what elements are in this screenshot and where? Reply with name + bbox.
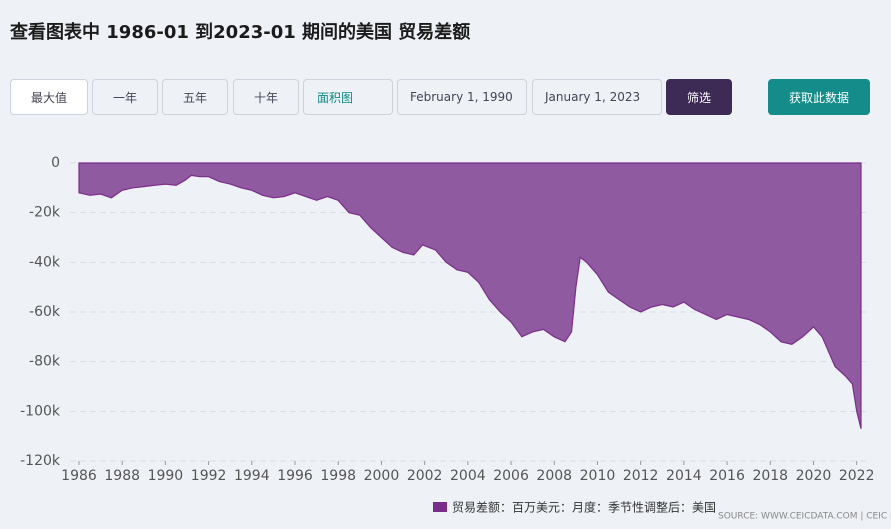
legend-swatch — [433, 502, 447, 512]
x-tick-label: 1994 — [234, 468, 270, 484]
x-tick-label: 1996 — [277, 468, 313, 484]
range-button[interactable]: 十年 — [233, 79, 299, 115]
x-tick-label: 2002 — [407, 468, 443, 484]
range-button[interactable]: 一年 — [92, 79, 158, 115]
range-button[interactable]: 五年 — [162, 79, 228, 115]
chart-kind-select[interactable]: 面积图 — [303, 79, 393, 115]
end-date[interactable]: January 1, 2023 — [532, 79, 662, 115]
range-button[interactable]: 最大值 — [10, 79, 88, 115]
x-tick-label: 1998 — [320, 468, 356, 484]
x-tick-label: 1986 — [61, 468, 97, 484]
x-tick-label: 2010 — [580, 468, 616, 484]
y-tick-label: -80k — [29, 354, 61, 370]
x-tick-label: 1992 — [191, 468, 227, 484]
x-tick-label: 2006 — [493, 468, 529, 484]
x-tick-label: 2014 — [666, 468, 702, 484]
x-tick-label: 1988 — [104, 468, 140, 484]
y-tick-label: -20k — [29, 205, 61, 221]
y-tick-label: 0 — [51, 155, 60, 171]
source: SOURCE: WWW.CEICDATA.COM | CEIC Data — [718, 512, 891, 522]
x-tick-label: 2020 — [796, 468, 832, 484]
x-tick-label: 2018 — [752, 468, 788, 484]
start-date[interactable]: February 1, 1990 — [397, 79, 527, 115]
filter-button[interactable]: 筛选 — [666, 79, 732, 115]
get-data-button[interactable]: 获取此数据 — [768, 79, 870, 115]
x-tick-label: 1990 — [148, 468, 184, 484]
x-tick-label: 2000 — [364, 468, 400, 484]
x-tick-label: 2012 — [623, 468, 659, 484]
x-tick-label: 2004 — [450, 468, 486, 484]
x-tick-label: 2022 — [839, 468, 875, 484]
y-tick-label: -100k — [20, 403, 61, 419]
title: 查看图表中 1986-01 到2023-01 期间的美国 贸易差额 — [10, 22, 471, 43]
y-tick-label: -60k — [29, 304, 61, 320]
y-tick-label: -120k — [20, 453, 61, 469]
x-tick-label: 2008 — [536, 468, 572, 484]
area — [78, 162, 862, 429]
x-tick-label: 2016 — [709, 468, 745, 484]
y-tick-label: -40k — [29, 254, 61, 270]
legend-label: 贸易差额：百万美元：月度：季节性调整后：美国 — [452, 500, 716, 515]
